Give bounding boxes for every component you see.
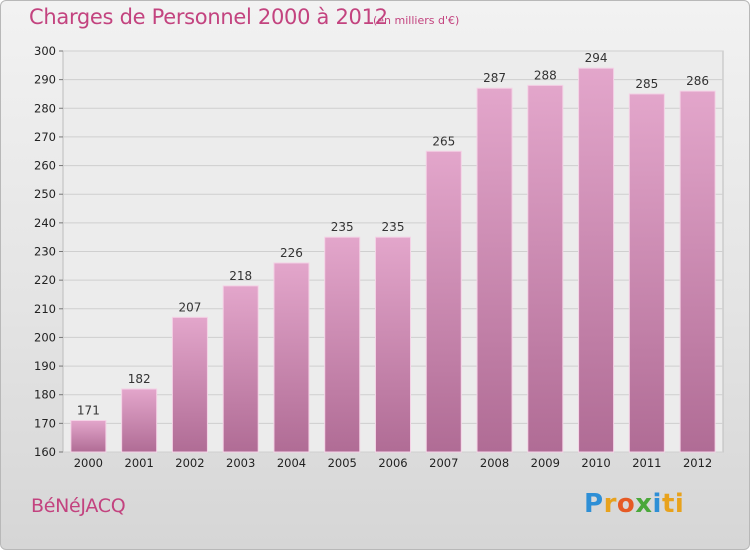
value-label-2001: 182 [128, 372, 151, 386]
value-label-2008: 287 [483, 71, 506, 85]
y-tick-label: 280 [34, 101, 56, 115]
bar-2004 [273, 262, 310, 453]
y-tick-label: 220 [34, 273, 56, 287]
value-label-2005: 235 [331, 220, 354, 234]
logo-letter: o [616, 489, 636, 519]
y-tick-label: 300 [34, 44, 56, 58]
value-label-2006: 235 [382, 220, 405, 234]
bar-2005 [324, 236, 361, 453]
bar-2007 [425, 150, 462, 453]
y-tick-label: 210 [34, 302, 56, 316]
x-tick-label-2008: 2008 [480, 456, 509, 470]
value-label-2002: 207 [178, 300, 201, 314]
value-label-2003: 218 [229, 269, 252, 283]
logo-letter: x [635, 489, 653, 519]
x-tick-label-2004: 2004 [277, 456, 306, 470]
y-tick-label: 270 [34, 130, 56, 144]
x-axis-ticks: 2000 2001 2002 2003 2004 2005 2006 2007 2008 2009… [74, 456, 713, 470]
x-tick-label-2007: 2007 [429, 456, 458, 470]
logo-letter: ti [661, 489, 685, 519]
x-tick-label-2005: 2005 [328, 456, 357, 470]
y-tick-label: 190 [34, 359, 56, 373]
value-label-2004: 226 [280, 246, 303, 260]
x-tick-label-2011: 2011 [632, 456, 661, 470]
bar-2002 [171, 316, 208, 453]
bar-2009 [527, 84, 564, 453]
chart-title: Charges de Personnel 2000 à 2012 [29, 5, 388, 29]
bar-2000 [70, 419, 107, 453]
bar-2006 [375, 236, 411, 453]
y-tick-label: 240 [34, 216, 56, 230]
value-label-2000: 171 [77, 403, 100, 417]
bar-2012 [679, 90, 716, 453]
chart-subtitle: (en milliers d'€) [373, 14, 460, 27]
commune-name: BéNéJACQ [31, 495, 126, 517]
y-tick-label: 160 [34, 445, 56, 459]
logo-letter: i [652, 489, 662, 519]
x-tick-label-2010: 2010 [581, 456, 610, 470]
bar-2010 [578, 67, 615, 453]
y-tick-label: 290 [34, 73, 56, 87]
x-tick-label-2002: 2002 [175, 456, 204, 470]
value-label-2010: 294 [585, 51, 608, 65]
value-label-2012: 286 [686, 74, 709, 88]
x-tick-label-2000: 2000 [74, 456, 103, 470]
bar-2003 [222, 285, 259, 453]
value-label-2007: 265 [432, 134, 455, 148]
bar-2011 [628, 93, 665, 453]
bar-2001 [121, 388, 158, 453]
y-tick-label: 200 [34, 330, 56, 344]
x-tick-label-2001: 2001 [125, 456, 154, 470]
value-label-2009: 288 [534, 68, 557, 82]
y-tick-label: 180 [34, 388, 56, 402]
proxiti-logo[interactable]: Proxiti [584, 489, 684, 519]
x-tick-label-2012: 2012 [683, 456, 712, 470]
y-tick-label: 250 [34, 187, 56, 201]
y-axis-ticks: 160 170 180 190 200 210 220 230 240 250 260 270 280 2… [34, 44, 63, 459]
value-label-2011: 285 [635, 77, 658, 91]
y-tick-label: 260 [34, 159, 56, 173]
bar-2008 [476, 87, 513, 453]
logo-letter: r [603, 489, 617, 519]
bars [70, 67, 716, 453]
x-tick-label-2009: 2009 [531, 456, 560, 470]
y-tick-label: 230 [34, 245, 56, 259]
logo-letter: P [584, 489, 604, 519]
value-labels: 171 182 207 218 226 235 235 265 287 288 294 285 286 [77, 51, 709, 417]
x-tick-label-2006: 2006 [378, 456, 407, 470]
x-tick-label-2003: 2003 [226, 456, 255, 470]
y-tick-label: 170 [34, 416, 56, 430]
